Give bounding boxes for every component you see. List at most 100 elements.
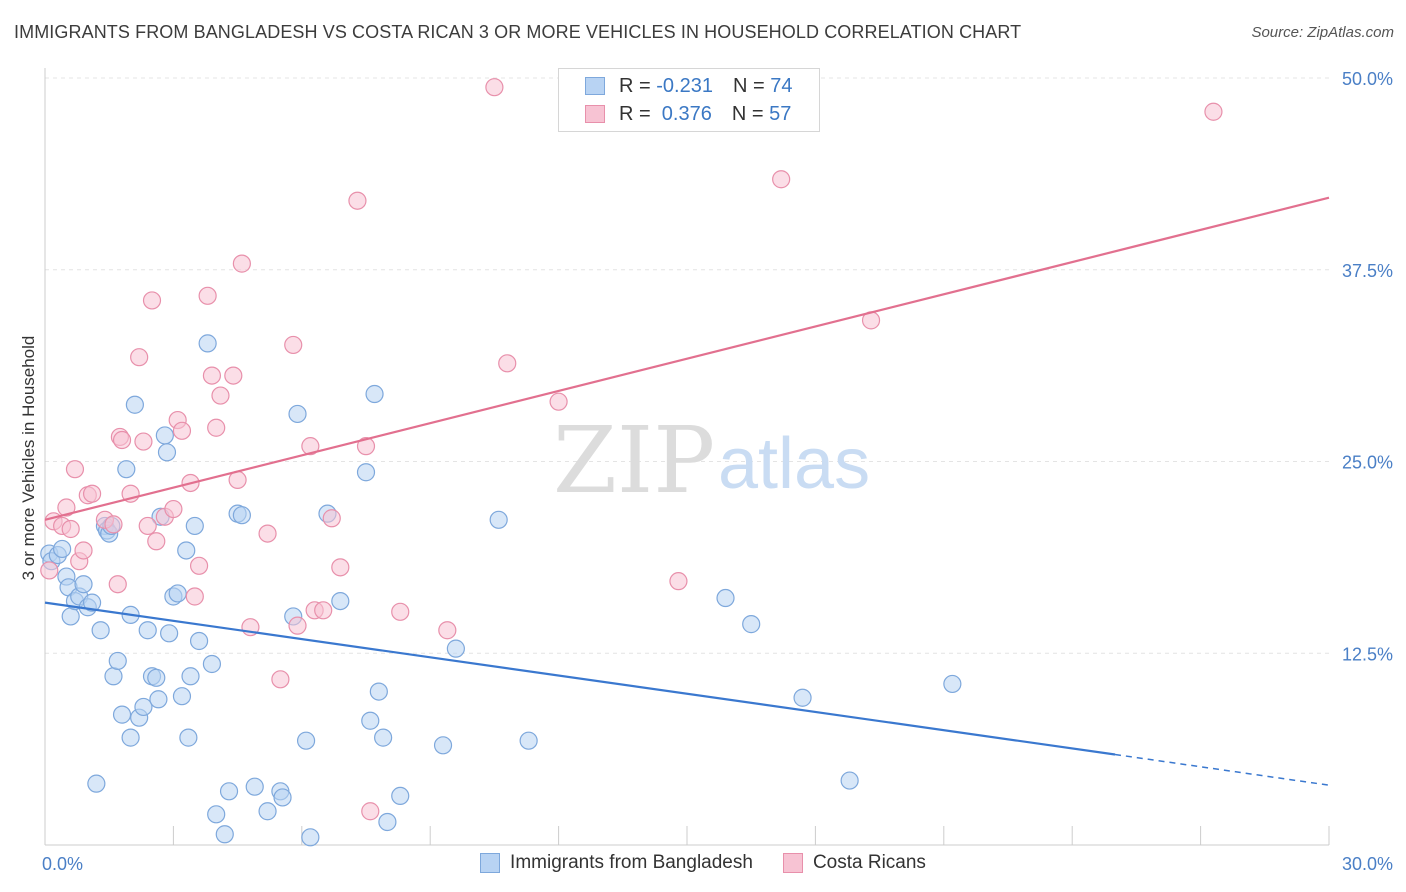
trend-lines bbox=[44, 196, 1330, 786]
data-point-bangladesh bbox=[160, 624, 179, 643]
watermark-zip: ZIP bbox=[553, 407, 715, 514]
data-point-costa-ricans bbox=[198, 286, 217, 305]
data-point-bangladesh bbox=[716, 588, 735, 608]
series-legend: Immigrants from Bangladesh Costa Ricans bbox=[0, 852, 1406, 874]
data-point-bangladesh bbox=[331, 591, 350, 611]
y-tick-label: 12.5% bbox=[1342, 644, 1393, 664]
data-point-costa-ricans bbox=[331, 558, 350, 577]
data-point-bangladesh bbox=[198, 334, 217, 353]
series-bangladesh bbox=[40, 334, 962, 847]
data-point-bangladesh bbox=[742, 615, 761, 634]
chart-title: IMMIGRANTS FROM BANGLADESH VS COSTA RICA… bbox=[14, 22, 1022, 42]
source-credit: Source: ZipAtlas.com bbox=[1251, 24, 1394, 41]
data-point-bangladesh bbox=[245, 777, 264, 796]
data-point-bangladesh bbox=[53, 539, 72, 559]
legend-item-costa-ricans[interactable]: Costa Ricans bbox=[782, 852, 926, 874]
gridlines bbox=[45, 77, 1329, 654]
legend-swatch-pink bbox=[585, 105, 605, 123]
data-point-bangladesh bbox=[157, 443, 177, 462]
data-point-bangladesh bbox=[117, 460, 136, 479]
data-point-bangladesh bbox=[82, 593, 102, 612]
watermark-atlas: atlas bbox=[718, 424, 870, 504]
legend-n-label: N = bbox=[732, 74, 765, 97]
data-point-costa-ricans bbox=[164, 499, 183, 519]
data-point-costa-ricans bbox=[211, 386, 230, 405]
data-point-bangladesh bbox=[378, 812, 397, 832]
data-point-costa-ricans bbox=[138, 516, 157, 536]
data-point-bangladesh bbox=[840, 771, 859, 790]
legend-row-costa-ricans: R = 0.376 N = 57 bbox=[585, 100, 791, 128]
legend-r-label: R = bbox=[619, 102, 651, 125]
series-costa-ricans bbox=[40, 78, 1223, 821]
data-point-bangladesh bbox=[168, 584, 187, 603]
data-point-bangladesh bbox=[104, 667, 123, 686]
data-point-bangladesh bbox=[219, 782, 239, 801]
data-point-costa-ricans bbox=[391, 602, 410, 621]
y-tick-label: 50.0% bbox=[1342, 69, 1393, 89]
data-point-bangladesh bbox=[112, 705, 132, 724]
axes bbox=[44, 68, 1330, 846]
legend-n-value: 57 bbox=[769, 102, 792, 125]
legend-swatch-pink bbox=[782, 853, 803, 873]
data-point-bangladesh bbox=[181, 667, 200, 686]
data-point-bangladesh bbox=[155, 426, 174, 445]
x-tick-label: 0.0% bbox=[42, 854, 83, 874]
data-point-bangladesh bbox=[91, 621, 110, 640]
correlation-legend: R = -0.231 N = 74 R = 0.376 N = 57 bbox=[558, 68, 820, 132]
trend-line-bangladesh bbox=[44, 601, 1116, 756]
data-point-bangladesh bbox=[489, 510, 508, 529]
x-tick-label: 30.0% bbox=[1342, 854, 1393, 874]
data-point-bangladesh bbox=[121, 728, 140, 747]
data-point-costa-ricans bbox=[1204, 102, 1223, 121]
data-point-bangladesh bbox=[179, 728, 198, 747]
data-point-costa-ricans bbox=[314, 601, 333, 620]
tick-labels: 12.5% 25.0% 37.5% 50.0% 0.0% 30.0% bbox=[42, 69, 1393, 874]
watermark: ZIP atlas bbox=[553, 407, 870, 514]
data-point-bangladesh bbox=[147, 668, 166, 687]
legend-r-value: 0.376 bbox=[656, 102, 712, 125]
data-point-bangladesh bbox=[177, 541, 196, 560]
data-point-costa-ricans bbox=[142, 291, 162, 310]
data-point-bangladesh bbox=[87, 774, 106, 793]
y-tick-label: 25.0% bbox=[1342, 453, 1393, 473]
data-point-bangladesh bbox=[296, 731, 316, 750]
data-point-costa-ricans bbox=[202, 366, 222, 385]
data-point-costa-ricans bbox=[82, 484, 102, 503]
data-point-bangladesh bbox=[365, 384, 384, 404]
data-point-bangladesh bbox=[138, 621, 157, 640]
data-point-costa-ricans bbox=[224, 366, 243, 385]
data-point-costa-ricans bbox=[284, 335, 303, 355]
legend-item-bangladesh[interactable]: Immigrants from Bangladesh bbox=[480, 852, 753, 874]
data-point-costa-ricans bbox=[147, 532, 166, 551]
data-point-bangladesh bbox=[172, 687, 192, 706]
data-point-bangladesh bbox=[361, 711, 380, 730]
data-point-bangladesh bbox=[232, 506, 251, 525]
legend-label: Costa Ricans bbox=[812, 852, 926, 873]
data-point-bangladesh bbox=[288, 404, 307, 424]
data-point-costa-ricans bbox=[549, 392, 568, 411]
data-point-costa-ricans bbox=[134, 432, 153, 451]
data-point-costa-ricans bbox=[130, 348, 149, 367]
legend-n-value: 74 bbox=[770, 74, 793, 97]
data-point-bangladesh bbox=[207, 805, 226, 824]
data-point-costa-ricans bbox=[498, 354, 517, 373]
trend-line-costa-ricans bbox=[44, 196, 1330, 521]
data-point-costa-ricans bbox=[57, 498, 76, 517]
data-point-bangladesh bbox=[793, 688, 812, 707]
legend-swatch-blue bbox=[480, 853, 501, 873]
data-point-costa-ricans bbox=[258, 524, 277, 543]
legend-n-label: N = bbox=[731, 102, 764, 125]
data-point-bangladesh bbox=[446, 639, 465, 658]
data-point-bangladesh bbox=[61, 607, 80, 626]
data-point-costa-ricans bbox=[669, 572, 688, 591]
data-point-bangladesh bbox=[258, 802, 277, 821]
data-point-bangladesh bbox=[215, 825, 234, 844]
data-point-bangladesh bbox=[134, 697, 153, 717]
legend-r-value: -0.231 bbox=[656, 74, 713, 97]
data-point-costa-ricans bbox=[104, 515, 123, 534]
trend-line-bangladesh-extension bbox=[1114, 753, 1330, 786]
data-point-costa-ricans bbox=[172, 421, 192, 440]
data-point-bangladesh bbox=[202, 654, 222, 674]
data-point-costa-ricans bbox=[185, 587, 204, 606]
